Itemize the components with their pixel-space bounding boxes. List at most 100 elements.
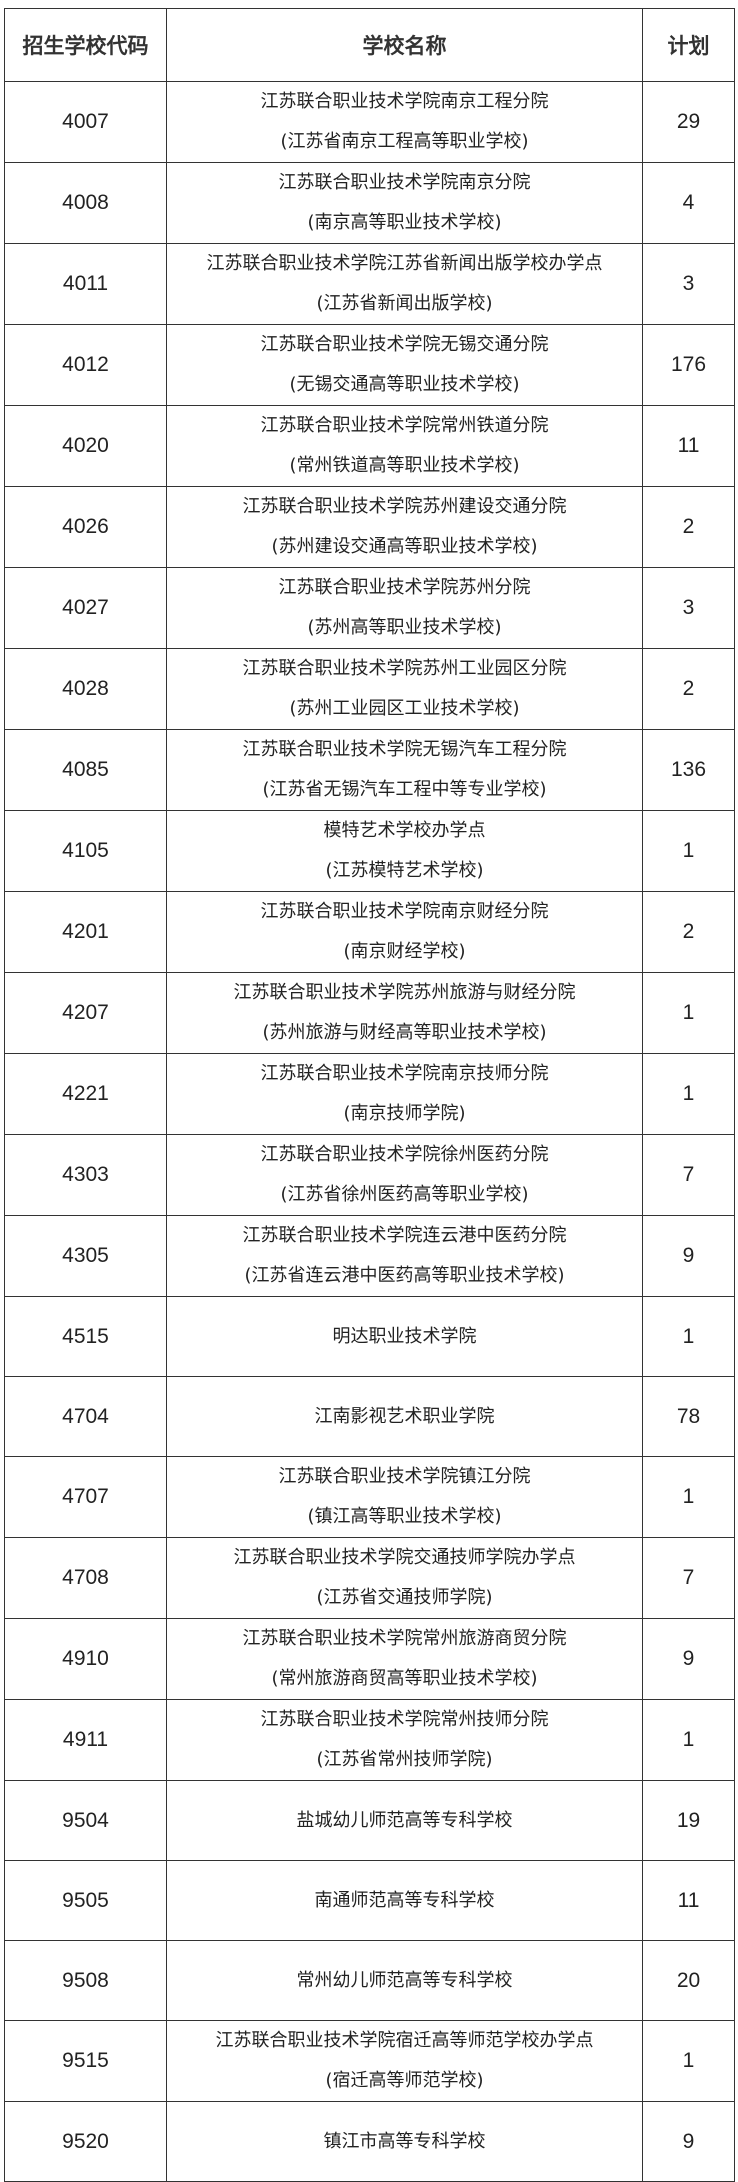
table-row: 9504 盐城幼儿师范高等专科学校 19: [4, 1780, 735, 1861]
school-code: 4910: [4, 1618, 167, 1700]
header-plan: 计划: [642, 8, 735, 82]
school-name: 江苏联合职业技术学院苏州旅游与财经分院: [233, 982, 576, 1003]
school-code: 4026: [4, 486, 167, 568]
school-code: 9515: [4, 2020, 167, 2102]
school-name: 江苏联合职业技术学院苏州工业园区分院: [242, 658, 567, 679]
school-name: 江苏联合职业技术学院宿迁高等师范学校办学点: [215, 2030, 594, 2051]
school-alt-name: (苏州旅游与财经高等职业技术学校): [262, 1022, 547, 1043]
school-name-cell: 江苏联合职业技术学院苏州旅游与财经分院 (苏州旅游与财经高等职业技术学校): [166, 972, 643, 1054]
plan-count: 3: [642, 567, 735, 649]
table-row: 4704 江南影视艺术职业学院 78: [4, 1376, 735, 1457]
plan-count: 1: [642, 810, 735, 892]
school-name-cell: 常州幼儿师范高等专科学校: [166, 1940, 643, 2021]
school-name-cell: 江苏联合职业技术学院苏州工业园区分院 (苏州工业园区工业技术学校): [166, 648, 643, 730]
table-row: 9520 镇江市高等专科学校 9: [4, 2101, 735, 2182]
school-code: 4007: [4, 81, 167, 163]
school-name: 江苏联合职业技术学院南京工程分院: [260, 91, 549, 112]
school-code: 4911: [4, 1699, 167, 1781]
school-name: 江苏联合职业技术学院江苏省新闻出版学校办学点: [206, 253, 603, 274]
table-row: 4910 江苏联合职业技术学院常州旅游商贸分院 (常州旅游商贸高等职业技术学校) 9: [4, 1618, 735, 1700]
school-name: 江苏联合职业技术学院苏州分院: [278, 577, 531, 598]
table-row: 4303 江苏联合职业技术学院徐州医药分院 (江苏省徐州医药高等职业学校) 7: [4, 1134, 735, 1216]
header-school-name: 学校名称: [166, 8, 643, 82]
table-row: 4028 江苏联合职业技术学院苏州工业园区分院 (苏州工业园区工业技术学校) 2: [4, 648, 735, 730]
school-alt-name: (苏州高等职业技术学校): [307, 617, 502, 638]
school-code: 4085: [4, 729, 167, 811]
school-name: 江苏联合职业技术学院常州铁道分院: [260, 415, 549, 436]
school-name-cell: 江苏联合职业技术学院南京分院 (南京高等职业技术学校): [166, 162, 643, 244]
school-code: 4704: [4, 1376, 167, 1457]
plan-count: 4: [642, 162, 735, 244]
school-alt-name: (江苏模特艺术学校): [325, 860, 484, 881]
table-row: 9508 常州幼儿师范高等专科学校 20: [4, 1940, 735, 2021]
school-alt-name: (江苏省连云港中医药高等职业技术学校): [244, 1265, 565, 1286]
school-code: 4020: [4, 405, 167, 487]
school-alt-name: (江苏省常州技师学院): [316, 1749, 493, 1770]
school-name-cell: 江苏联合职业技术学院镇江分院 (镇江高等职业技术学校): [166, 1456, 643, 1538]
school-name: 江苏联合职业技术学院南京财经分院: [260, 901, 549, 922]
table-row: 4085 江苏联合职业技术学院无锡汽车工程分院 (江苏省无锡汽车工程中等专业学校) 1…: [4, 729, 735, 811]
table-row: 4020 江苏联合职业技术学院常州铁道分院 (常州铁道高等职业技术学校) 11: [4, 405, 735, 487]
school-alt-name: (常州铁道高等职业技术学校): [289, 455, 520, 476]
plan-count: 1: [642, 1456, 735, 1538]
enrollment-plan-table: 招生学校代码 学校名称 计划 4007 江苏联合职业技术学院南京工程分院 (江苏省南…: [4, 8, 735, 2182]
table-row: 4012 江苏联合职业技术学院无锡交通分院 (无锡交通高等职业技术学校) 176: [4, 324, 735, 406]
school-code: 9508: [4, 1940, 167, 2021]
school-alt-name: (南京财经学校): [343, 941, 466, 962]
plan-count: 11: [642, 405, 735, 487]
plan-count: 78: [642, 1376, 735, 1457]
school-alt-name: (江苏省无锡汽车工程中等专业学校): [262, 779, 547, 800]
table-row: 9515 江苏联合职业技术学院宿迁高等师范学校办学点 (宿迁高等师范学校) 1: [4, 2020, 735, 2102]
school-code: 4515: [4, 1296, 167, 1377]
school-name-cell: 南通师范高等专科学校: [166, 1860, 643, 1941]
school-code: 9504: [4, 1780, 167, 1861]
plan-count: 9: [642, 1215, 735, 1297]
school-name: 镇江市高等专科学校: [323, 2130, 486, 2152]
plan-count: 11: [642, 1860, 735, 1941]
table-row: 4027 江苏联合职业技术学院苏州分院 (苏州高等职业技术学校) 3: [4, 567, 735, 649]
table-row: 4201 江苏联合职业技术学院南京财经分院 (南京财经学校) 2: [4, 891, 735, 973]
school-code: 4207: [4, 972, 167, 1054]
school-code: 4011: [4, 243, 167, 325]
school-name-cell: 江苏联合职业技术学院苏州建设交通分院 (苏州建设交通高等职业技术学校): [166, 486, 643, 568]
plan-count: 176: [642, 324, 735, 406]
school-name: 明达职业技术学院: [332, 1325, 477, 1347]
plan-count: 3: [642, 243, 735, 325]
school-alt-name: (江苏省新闻出版学校): [316, 293, 493, 314]
school-name-cell: 盐城幼儿师范高等专科学校: [166, 1780, 643, 1861]
school-code: 4008: [4, 162, 167, 244]
school-name: 江苏联合职业技术学院镇江分院: [278, 1466, 531, 1487]
school-name-cell: 江苏联合职业技术学院南京财经分院 (南京财经学校): [166, 891, 643, 973]
school-name: 江苏联合职业技术学院南京分院: [278, 172, 531, 193]
plan-count: 2: [642, 486, 735, 568]
school-alt-name: (江苏省徐州医药高等职业学校): [280, 1184, 529, 1205]
school-code: 4028: [4, 648, 167, 730]
school-name-cell: 江苏联合职业技术学院南京工程分院 (江苏省南京工程高等职业学校): [166, 81, 643, 163]
school-alt-name: (江苏省南京工程高等职业学校): [280, 131, 529, 152]
school-name: 江苏联合职业技术学院苏州建设交通分院: [242, 496, 567, 517]
school-name: 江苏联合职业技术学院无锡汽车工程分院: [242, 739, 567, 760]
school-name: 江苏联合职业技术学院无锡交通分院: [260, 334, 549, 355]
table-row: 4911 江苏联合职业技术学院常州技师分院 (江苏省常州技师学院) 1: [4, 1699, 735, 1781]
plan-count: 2: [642, 891, 735, 973]
school-code: 4305: [4, 1215, 167, 1297]
school-name-cell: 江苏联合职业技术学院交通技师学院办学点 (江苏省交通技师学院): [166, 1537, 643, 1619]
school-code: 4707: [4, 1456, 167, 1538]
school-code: 4221: [4, 1053, 167, 1135]
school-alt-name: (南京高等职业技术学校): [307, 212, 502, 233]
plan-count: 2: [642, 648, 735, 730]
school-alt-name: (常州旅游商贸高等职业技术学校): [271, 1668, 538, 1689]
school-code: 4708: [4, 1537, 167, 1619]
table-header-row: 招生学校代码 学校名称 计划: [4, 8, 735, 82]
plan-count: 1: [642, 972, 735, 1054]
table-row: 4105 模特艺术学校办学点 (江苏模特艺术学校) 1: [4, 810, 735, 892]
plan-count: 1: [642, 1053, 735, 1135]
table-row: 4221 江苏联合职业技术学院南京技师分院 (南京技师学院) 1: [4, 1053, 735, 1135]
school-code: 9505: [4, 1860, 167, 1941]
table-row: 4708 江苏联合职业技术学院交通技师学院办学点 (江苏省交通技师学院) 7: [4, 1537, 735, 1619]
school-name-cell: 江南影视艺术职业学院: [166, 1376, 643, 1457]
school-name: 模特艺术学校办学点: [323, 820, 486, 841]
school-code: 4012: [4, 324, 167, 406]
table-row: 4011 江苏联合职业技术学院江苏省新闻出版学校办学点 (江苏省新闻出版学校) 3: [4, 243, 735, 325]
table-row: 9505 南通师范高等专科学校 11: [4, 1860, 735, 1941]
